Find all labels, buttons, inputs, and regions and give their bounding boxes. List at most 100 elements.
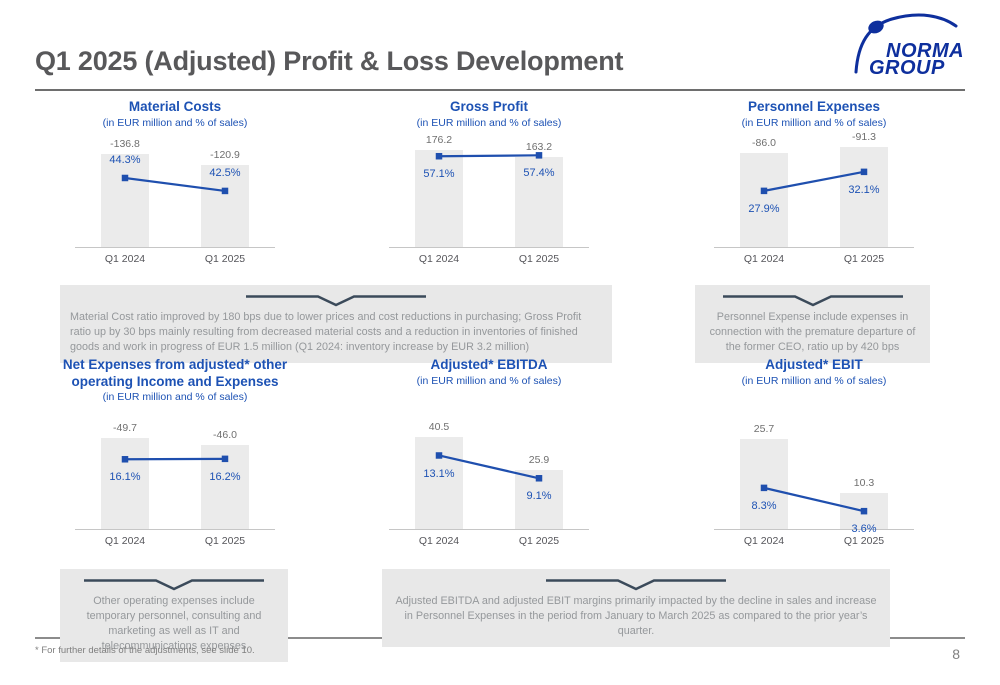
x-axis-label: Q1 2024 [743, 535, 785, 548]
pct-label: 9.1% [526, 490, 552, 503]
x-axis-label: Q1 2025 [518, 253, 560, 266]
norma-logo-dot-icon [868, 20, 884, 34]
callout-text: Adjusted EBITDA and adjusted EBIT margin… [395, 595, 877, 638]
x-axis-labels: Q1 2024 Q1 2025 [714, 535, 914, 555]
axis-baseline [75, 246, 275, 249]
x-axis-label: Q1 2025 [843, 535, 885, 548]
x-axis-label: Q1 2025 [518, 535, 560, 548]
callout-text: Personnel Expense include expenses in co… [709, 311, 916, 354]
chart-header: Material Costs (in EUR million and % of s… [103, 99, 248, 133]
chart-panel-material-costs: Material Costs (in EUR million and % of s… [35, 99, 315, 283]
x-axis-label: Q1 2025 [204, 253, 246, 266]
chart-subtitle: (in EUR million and % of sales) [102, 116, 248, 129]
x-axis-labels: Q1 2024 Q1 2025 [714, 253, 914, 273]
chart-header: Personnel Expenses (in EUR million and % … [742, 99, 887, 133]
trend-line-segment [124, 176, 226, 193]
pct-label: 16.1% [109, 471, 141, 484]
trend-line-segment [763, 170, 865, 192]
data-point-marker [435, 153, 443, 160]
data-point-marker [860, 168, 868, 176]
data-point-marker [121, 456, 129, 463]
bar-value-label: 163.2 [525, 141, 553, 154]
chart-header: Adjusted* EBITDA (in EUR million and % of… [417, 357, 562, 407]
bar-value-label: 176.2 [425, 134, 453, 147]
chart-header: Net Expenses from adjusted* other operat… [63, 357, 287, 407]
callout-other-opex: Other operating expenses include tempora… [60, 569, 288, 663]
chevron-pointer-icon [546, 579, 726, 591]
bar-value-label: 10.3 [853, 477, 875, 490]
bar-value-label: -136.8 [110, 138, 140, 151]
norma-logo-text-line1: NORMA [886, 40, 964, 62]
data-point-marker [121, 174, 129, 182]
callout-ebitda-ebit: Adjusted EBITDA and adjusted EBIT margin… [382, 569, 890, 648]
trend-line-segment [763, 486, 865, 513]
bar [840, 147, 888, 248]
x-axis-label: Q1 2025 [843, 253, 885, 266]
x-axis-label: Q1 2025 [204, 535, 246, 548]
chart-title: Net Expenses from adjusted* other operat… [62, 357, 288, 389]
data-point-marker [760, 187, 768, 195]
bar-value-label: 40.5 [428, 421, 450, 434]
bar [515, 157, 563, 248]
data-point-marker [860, 507, 868, 515]
norma-group-logo: NORMA GROUP [854, 13, 964, 76]
bar [740, 153, 788, 248]
callout-text: Other operating expenses include tempora… [86, 595, 262, 653]
chart-title: Adjusted* EBITDA [430, 357, 548, 373]
trend-line [121, 174, 229, 195]
chart-plot: 40.5 25.9 13.1% 9.1% [389, 419, 589, 531]
bar [740, 439, 788, 530]
chart-header: Gross Profit (in EUR million and % of sal… [417, 99, 562, 133]
trend-line [121, 455, 229, 463]
pct-label: 57.4% [523, 167, 555, 180]
data-point-marker [535, 475, 543, 482]
bar-value-label: -49.7 [113, 422, 137, 435]
footnote: * For further details of the adjustments… [35, 645, 255, 657]
chart-header: Adjusted* EBIT (in EUR million and % of s… [742, 357, 887, 407]
data-point-marker [435, 452, 443, 459]
trend-line [435, 152, 543, 160]
x-axis-labels: Q1 2024 Q1 2025 [75, 535, 275, 555]
norma-logo-text-line2: GROUP [869, 57, 945, 76]
axis-baseline [714, 528, 914, 531]
chart-title: Gross Profit [449, 99, 528, 115]
chart-plot: -136.8 -120.9 44.3% 42.5% [75, 137, 275, 249]
norma-logo-swoosh-icon [854, 13, 958, 74]
data-point-marker [535, 152, 543, 159]
x-axis-labels: Q1 2024 Q1 2025 [75, 253, 275, 273]
chart-plot: 25.7 10.3 8.3% 3.6% [714, 419, 914, 535]
pct-label: 27.9% [748, 202, 780, 215]
bar [101, 154, 149, 248]
x-axis-label: Q1 2024 [104, 253, 146, 266]
trend-line [435, 452, 543, 482]
slide-header: Q1 2025 (Adjusted) Profit & Loss Develop… [0, 0, 1000, 92]
charts-grid: Material Costs (in EUR million and % of s… [35, 99, 965, 663]
trend-line [760, 168, 868, 195]
pct-label: 3.6% [851, 523, 877, 536]
pct-label: 32.1% [848, 183, 880, 196]
chevron-pointer-icon [246, 295, 426, 307]
x-axis-label: Q1 2024 [418, 253, 460, 266]
chart-subtitle: (in EUR million and % of sales) [102, 390, 248, 403]
bar [415, 150, 463, 248]
pct-label: 13.1% [423, 467, 455, 480]
chart-subtitle: (in EUR million and % of sales) [416, 374, 562, 387]
callout-text: Material Cost ratio improved by 180 bps … [70, 311, 582, 354]
axis-baseline [389, 528, 589, 531]
chart-panel-net-expenses: Net Expenses from adjusted* other operat… [35, 349, 315, 559]
bar [201, 165, 249, 248]
axis-baseline [75, 528, 275, 531]
bar-value-label: 25.7 [753, 423, 775, 436]
data-point-marker [760, 484, 768, 492]
chart-subtitle: (in EUR million and % of sales) [741, 116, 887, 129]
page-number: 8 [952, 646, 960, 662]
chevron-pointer-icon [722, 295, 903, 307]
trend-line-segment [438, 454, 540, 480]
trend-line [760, 484, 868, 515]
header-divider [35, 89, 965, 92]
chart-title: Adjusted* EBIT [765, 357, 863, 373]
chart-subtitle: (in EUR million and % of sales) [416, 116, 562, 129]
chart-panel-personnel-expenses: Personnel Expenses (in EUR million and % … [663, 99, 965, 283]
pct-label: 44.3% [109, 154, 141, 167]
